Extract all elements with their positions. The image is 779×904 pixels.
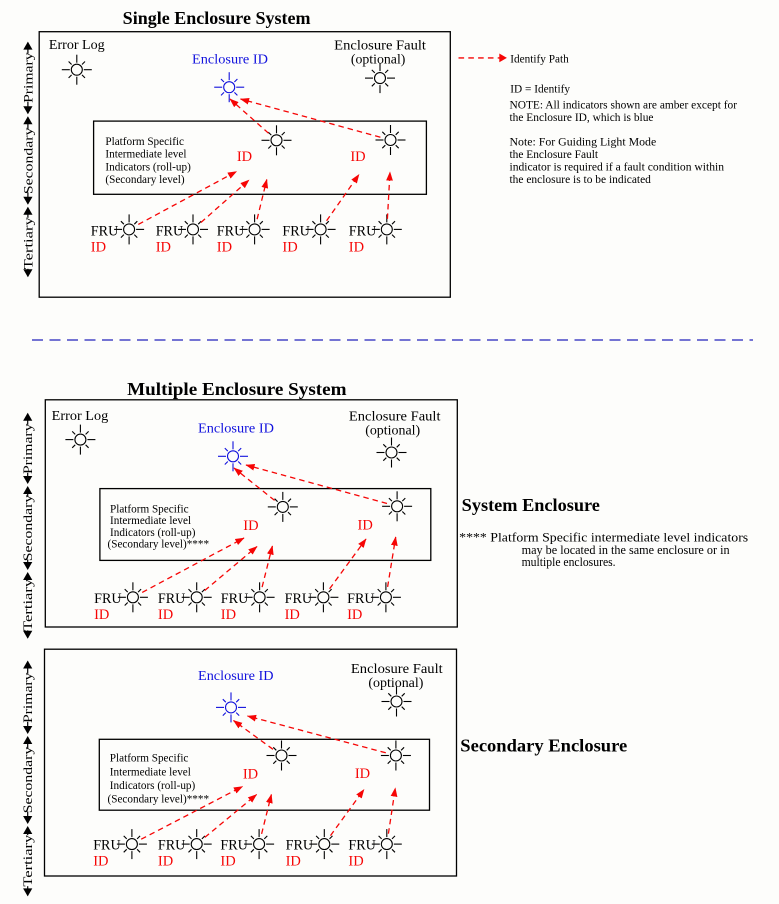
svg-text:ID: ID bbox=[221, 607, 236, 623]
svg-text:Enclosure ID: Enclosure ID bbox=[198, 669, 274, 684]
svg-text:FRU: FRU bbox=[91, 224, 119, 240]
svg-text:Primary: Primary bbox=[20, 52, 35, 103]
svg-text:(Secondary level): (Secondary level) bbox=[105, 174, 184, 186]
svg-text:Tertiary: Tertiary bbox=[20, 578, 35, 631]
svg-text:multiple enclosures.: multiple enclosures. bbox=[522, 554, 616, 569]
svg-text:FRU: FRU bbox=[348, 838, 376, 854]
svg-text:Primary: Primary bbox=[20, 423, 35, 474]
svg-text:the enclosure is to be indicat: the enclosure is to be indicated bbox=[510, 174, 652, 186]
svg-text:Secondary: Secondary bbox=[20, 494, 35, 561]
svg-text:Secondary: Secondary bbox=[20, 127, 35, 194]
svg-text:ID: ID bbox=[93, 854, 108, 870]
svg-text:Intermediate level: Intermediate level bbox=[110, 515, 191, 527]
svg-text:(Secondary level)****: (Secondary level)**** bbox=[108, 539, 210, 551]
svg-text:may be located in the same enc: may be located in the same enclosure or … bbox=[522, 542, 730, 557]
svg-text:Identify Path: Identify Path bbox=[510, 54, 569, 66]
svg-text:ID: ID bbox=[243, 767, 258, 783]
svg-text:Secondary: Secondary bbox=[20, 746, 35, 813]
svg-text:ID: ID bbox=[285, 607, 300, 623]
svg-text:Primary: Primary bbox=[20, 672, 35, 723]
svg-text:FRU: FRU bbox=[347, 591, 375, 607]
svg-text:ID: ID bbox=[94, 607, 109, 623]
svg-text:Indicators (roll-up): Indicators (roll-up) bbox=[110, 527, 196, 539]
svg-text:ID: ID bbox=[91, 240, 106, 256]
svg-text:(optional): (optional) bbox=[368, 676, 423, 691]
svg-text:Indicators (roll-up): Indicators (roll-up) bbox=[105, 162, 191, 174]
svg-text:ID: ID bbox=[158, 854, 173, 870]
svg-text:Platform Specific: Platform Specific bbox=[105, 136, 184, 148]
svg-text:ID: ID bbox=[217, 240, 232, 256]
svg-text:ID = Identify: ID = Identify bbox=[510, 84, 570, 96]
svg-text:FRU: FRU bbox=[220, 838, 248, 854]
svg-text:Tertiary: Tertiary bbox=[20, 217, 35, 270]
svg-text:indicator is required if a fau: indicator is required if a fault conditi… bbox=[510, 162, 725, 174]
svg-text:ID: ID bbox=[355, 766, 370, 782]
svg-text:ID: ID bbox=[347, 607, 362, 623]
svg-text:FRU: FRU bbox=[221, 591, 249, 607]
svg-text:FRU: FRU bbox=[217, 224, 245, 240]
svg-text:Error Log: Error Log bbox=[52, 409, 108, 424]
svg-text:ID: ID bbox=[156, 240, 171, 256]
svg-text:Platform Specific: Platform Specific bbox=[110, 753, 189, 765]
svg-text:ID: ID bbox=[348, 854, 363, 870]
svg-text:Note: For Guiding Light Mode: Note: For Guiding Light Mode bbox=[510, 137, 657, 149]
svg-text:Platform Specific: Platform Specific bbox=[110, 504, 189, 516]
svg-text:FRU: FRU bbox=[158, 838, 186, 854]
svg-text:**** Platform Specific interme: **** Platform Specific intermediate leve… bbox=[459, 530, 748, 545]
svg-text:the Enclosure Fault: the Enclosure Fault bbox=[510, 149, 599, 161]
svg-text:FRU: FRU bbox=[286, 838, 314, 854]
svg-text:(Secondary level)****: (Secondary level)**** bbox=[108, 794, 210, 806]
svg-text:(optional): (optional) bbox=[351, 52, 406, 67]
svg-text:ID: ID bbox=[220, 854, 235, 870]
svg-text:FRU: FRU bbox=[282, 224, 310, 240]
svg-text:FRU: FRU bbox=[156, 224, 184, 240]
svg-text:Intermediate level: Intermediate level bbox=[110, 767, 191, 779]
svg-text:ID: ID bbox=[286, 854, 301, 870]
svg-text:the Enclosure ID, which is blu: the Enclosure ID, which is blue bbox=[510, 112, 654, 124]
svg-text:ID: ID bbox=[243, 518, 258, 534]
svg-text:Multiple Enclosure System: Multiple Enclosure System bbox=[127, 379, 347, 399]
svg-text:Error Log: Error Log bbox=[49, 38, 105, 53]
svg-text:Enclosure ID: Enclosure ID bbox=[198, 421, 274, 436]
svg-text:ID: ID bbox=[350, 149, 365, 165]
svg-text:Enclosure Fault: Enclosure Fault bbox=[349, 409, 441, 424]
svg-text:Indicators (roll-up): Indicators (roll-up) bbox=[110, 780, 196, 792]
svg-text:Intermediate level: Intermediate level bbox=[105, 149, 186, 161]
svg-text:ID: ID bbox=[282, 240, 297, 256]
svg-text:ID: ID bbox=[158, 607, 173, 623]
svg-text:FRU: FRU bbox=[285, 591, 313, 607]
svg-text:Secondary Enclosure: Secondary Enclosure bbox=[460, 736, 627, 756]
svg-text:ID: ID bbox=[358, 518, 373, 534]
svg-text:FRU: FRU bbox=[349, 224, 377, 240]
svg-text:ID: ID bbox=[237, 149, 252, 165]
svg-text:FRU: FRU bbox=[158, 591, 186, 607]
svg-text:(optional): (optional) bbox=[365, 424, 420, 439]
svg-text:Enclosure ID: Enclosure ID bbox=[192, 53, 268, 68]
svg-text:Tertiary: Tertiary bbox=[20, 834, 35, 887]
svg-text:Single Enclosure System: Single Enclosure System bbox=[123, 8, 311, 28]
svg-text:System Enclosure: System Enclosure bbox=[462, 495, 600, 515]
svg-text:Enclosure Fault: Enclosure Fault bbox=[351, 662, 443, 677]
svg-text:ID: ID bbox=[349, 240, 364, 256]
svg-text:FRU: FRU bbox=[94, 591, 122, 607]
svg-text:FRU: FRU bbox=[93, 838, 121, 854]
svg-text:Enclosure Fault: Enclosure Fault bbox=[334, 39, 426, 54]
svg-text:NOTE: All indicators shown are: NOTE: All indicators shown are amber exc… bbox=[510, 100, 738, 112]
